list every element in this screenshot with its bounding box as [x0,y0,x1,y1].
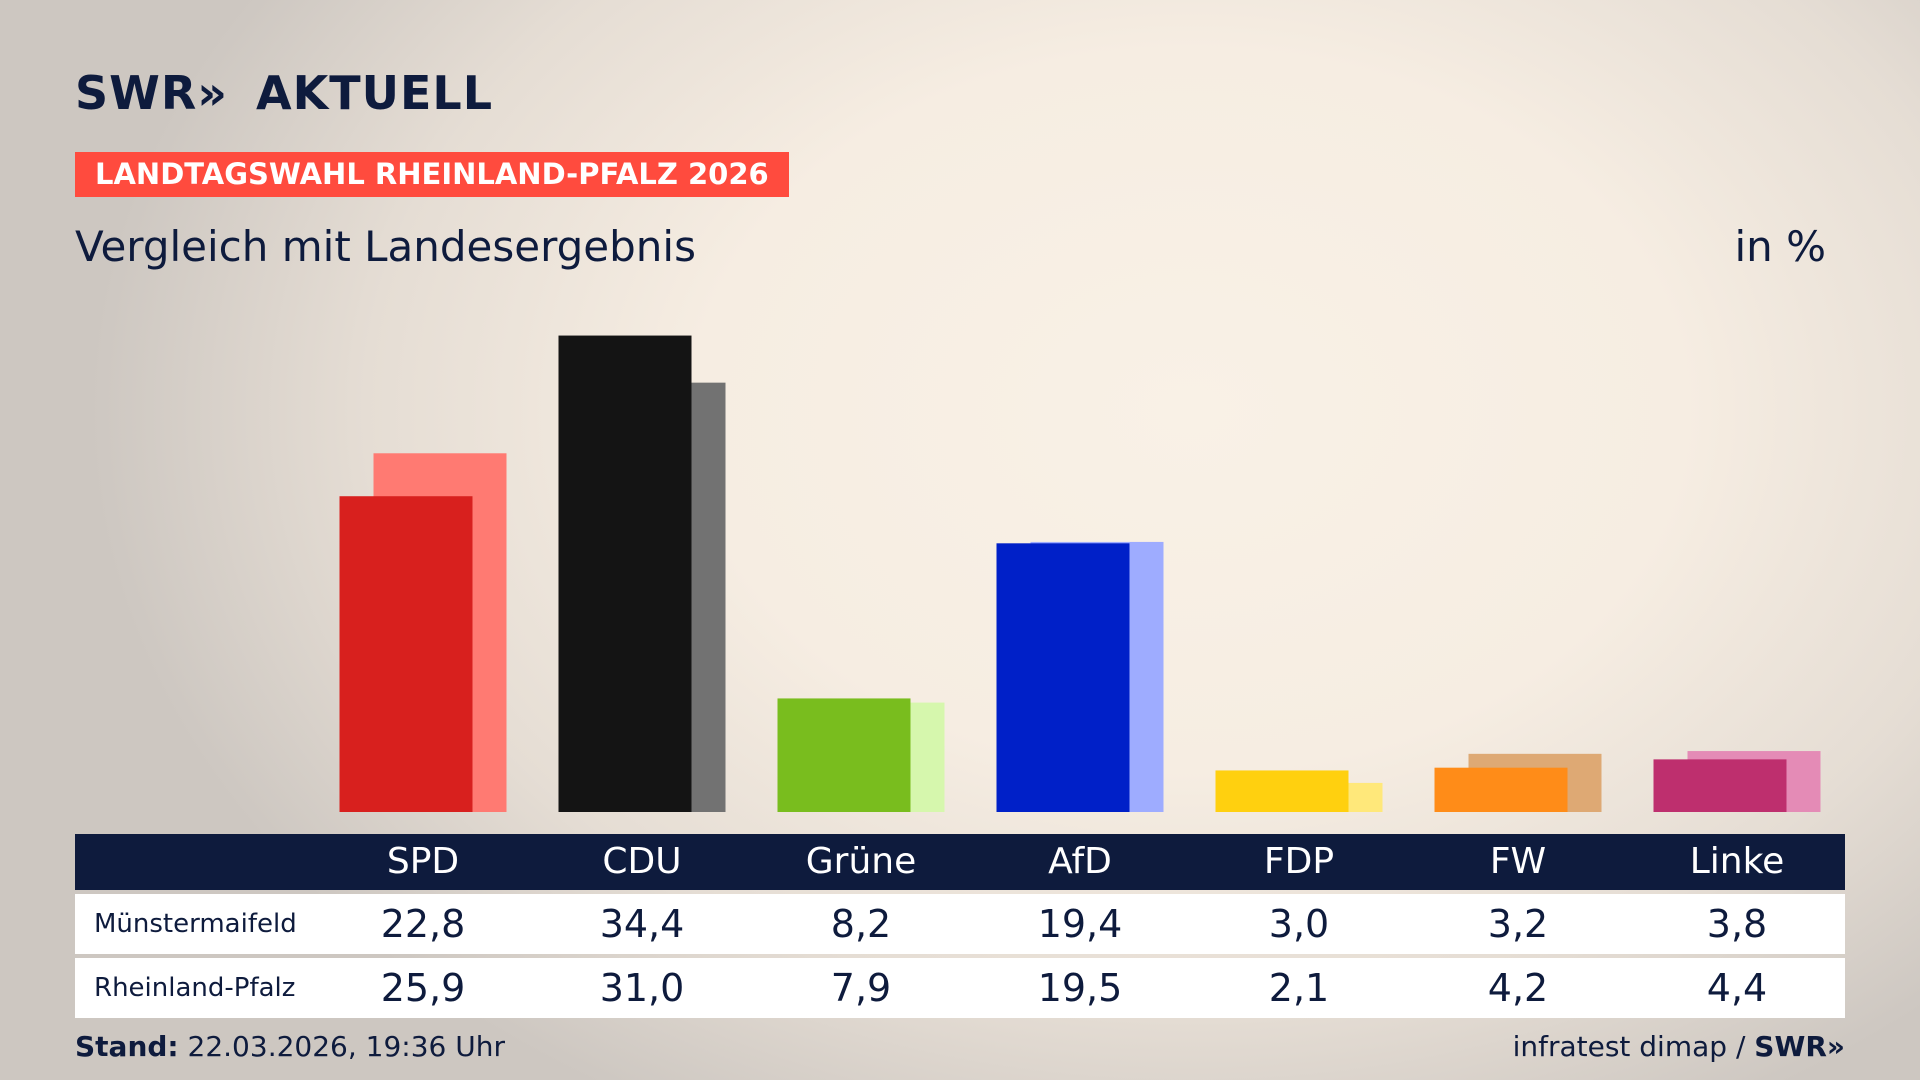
bar-local-linke [1653,759,1787,812]
election-badge: LANDTAGSWAHL RHEINLAND-PFALZ 2026 [75,152,789,197]
value-cell: 34,4 [599,902,685,946]
logo-swr: SWR [75,66,198,120]
party-header-linke: Linke [1689,841,1785,882]
value-cell: 7,9 [830,966,892,1010]
party-header-fdp: FDP [1263,841,1335,882]
unit-label: in % [1734,222,1826,271]
value-cell: 19,5 [1037,966,1123,1010]
bar-local-spd [339,496,473,812]
table-row-state: Rheinland-Pfalz 25,9 31,0 7,9 19,5 2,1 4,2 4,4 [75,958,1845,1018]
stand-label: Stand: [75,1030,179,1063]
value-cell: 19,4 [1037,902,1123,946]
row-label: Rheinland-Pfalz [94,973,296,1003]
value-cell: 8,2 [830,902,892,946]
source-credit: infratest dimap / SWR» [1513,1030,1845,1063]
value-cell: 4,2 [1487,966,1549,1010]
logo-chevron-icon: » [197,66,227,120]
bar-local-afd [996,543,1130,812]
source-brand: SWR» [1754,1030,1845,1063]
value-cell: 31,0 [599,966,685,1010]
value-cell: 25,9 [380,966,466,1010]
swr-aktuell-logo: SWR» AKTUELL [75,66,493,120]
table-header: SPD CDU Grüne AfD FDP FW Linke [75,834,1845,890]
value-cell: 2,1 [1268,966,1330,1010]
value-cell: 3,0 [1268,902,1330,946]
bar-local-gr-ne [777,698,911,812]
stand-value: 22.03.2026, 19:36 Uhr [187,1030,505,1063]
bar-local-fw [1434,767,1568,812]
value-cell: 4,4 [1706,966,1768,1010]
bar-local-fdp [1215,770,1349,812]
bar-chart [339,335,1821,812]
value-cell: 3,2 [1487,902,1549,946]
chart-subtitle: Vergleich mit Landesergebnis [75,222,696,271]
results-table: SPD CDU Grüne AfD FDP FW Linke Münstermaifeld 2… [75,834,1845,1018]
party-header-fw: FW [1489,841,1547,882]
bar-local-cdu [558,335,692,812]
party-header-afd: AfD [1048,841,1112,882]
party-header-cdu: CDU [602,841,682,882]
row-label: Münstermaifeld [94,909,297,939]
logo-aktuell: AKTUELL [256,66,494,120]
party-header-gr-ne: Grüne [805,841,917,882]
timestamp: Stand: 22.03.2026, 19:36 Uhr [75,1030,505,1063]
source-text: infratest dimap / [1512,1030,1746,1063]
table-row-local: Münstermaifeld 22,8 34,4 8,2 19,4 3,0 3,2 3,8 [75,894,1845,954]
party-header-spd: SPD [386,841,460,882]
value-cell: 3,8 [1706,902,1768,946]
value-cell: 22,8 [380,902,466,946]
